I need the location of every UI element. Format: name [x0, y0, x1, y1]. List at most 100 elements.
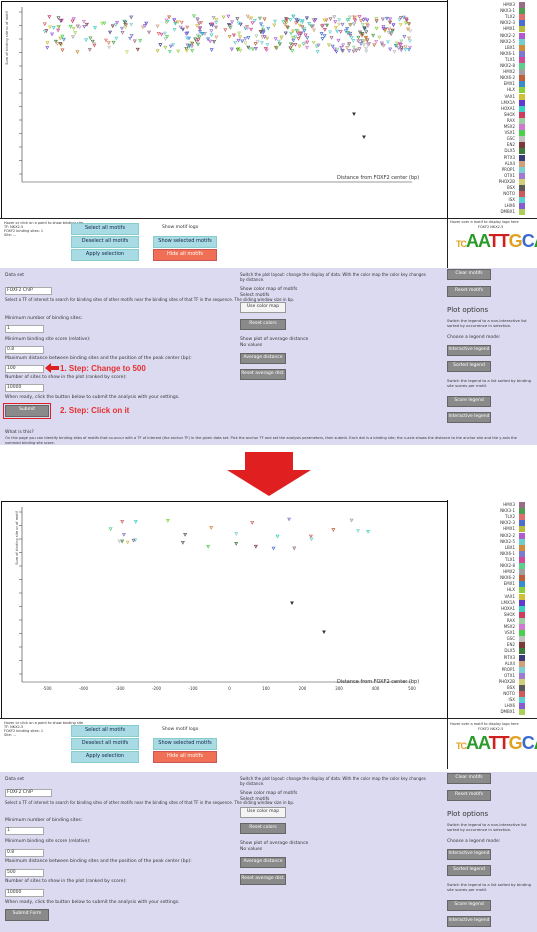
top-data-point[interactable]: [328, 30, 333, 35]
top-data-point[interactable]: [273, 45, 278, 50]
top-data-point[interactable]: [230, 20, 235, 25]
bottom-data-point[interactable]: [234, 542, 239, 546]
top-legend-item[interactable]: NKX2-3: [448, 20, 537, 27]
top-data-point[interactable]: [172, 18, 177, 23]
top-data-point[interactable]: [315, 50, 320, 54]
top-data-point[interactable]: [254, 34, 259, 39]
top-data-point[interactable]: [402, 35, 407, 39]
top-data-point[interactable]: [341, 43, 346, 48]
top-data-point[interactable]: [129, 33, 134, 38]
top-legend-item[interactable]: PHOX2B: [448, 178, 537, 186]
top-data-point[interactable]: [209, 29, 214, 34]
show-selected-motifs-button[interactable]: Show selected motifs: [153, 236, 217, 248]
top-data-point[interactable]: [159, 32, 164, 37]
top-data-point[interactable]: [70, 35, 75, 40]
top-data-point[interactable]: [359, 19, 364, 24]
top-data-point[interactable]: [290, 49, 295, 53]
top-data-point[interactable]: [59, 18, 64, 23]
top-data-point[interactable]: [371, 33, 376, 38]
average-distance-button-2[interactable]: Average distance: [240, 857, 286, 868]
top-data-point[interactable]: [237, 31, 242, 36]
top-data-point[interactable]: [303, 33, 308, 38]
bottom-legend-item[interactable]: HMX2: [448, 569, 537, 576]
deselect-all-motifs-button-2[interactable]: Deselect all motifs: [71, 738, 139, 750]
bottom-data-point[interactable]: [271, 546, 276, 551]
top-data-point[interactable]: [297, 34, 302, 38]
hide-all-motifs-button[interactable]: Hide all motifs: [153, 249, 217, 261]
top-data-point[interactable]: [196, 38, 201, 42]
top-data-point[interactable]: [71, 26, 76, 31]
top-data-point[interactable]: [324, 23, 329, 28]
bottom-legend-item[interactable]: EN2: [448, 642, 537, 649]
top-data-point[interactable]: [398, 23, 403, 27]
top-data-point[interactable]: [92, 43, 97, 48]
top-data-point[interactable]: [352, 112, 356, 117]
top-data-point[interactable]: [357, 47, 362, 52]
top-data-point[interactable]: [249, 16, 254, 21]
bottom-data-point[interactable]: [234, 532, 239, 536]
top-data-point[interactable]: [260, 25, 265, 29]
top-data-point[interactable]: [176, 20, 181, 25]
top-data-point[interactable]: [336, 22, 341, 27]
top-data-point[interactable]: [245, 25, 250, 29]
top-data-point[interactable]: [226, 14, 231, 19]
top-data-point[interactable]: [367, 42, 372, 46]
top-legend-item[interactable]: NKX2-5: [448, 38, 537, 46]
top-data-point[interactable]: [228, 25, 233, 29]
top-data-point[interactable]: [236, 38, 241, 43]
top-data-point[interactable]: [388, 17, 393, 22]
top-data-point[interactable]: [233, 41, 238, 45]
top-data-point[interactable]: [333, 20, 338, 24]
top-legend-item[interactable]: NKX6-2: [448, 75, 537, 82]
top-data-point[interactable]: [73, 31, 78, 35]
top-data-point[interactable]: [396, 46, 401, 51]
top-legend-item[interactable]: DLX5: [448, 148, 537, 155]
top-data-point[interactable]: [53, 39, 58, 44]
top-data-point[interactable]: [221, 15, 226, 20]
top-data-point[interactable]: [290, 43, 295, 47]
bottom-data-point[interactable]: [117, 539, 122, 544]
top-data-point[interactable]: [380, 17, 385, 22]
top-data-point[interactable]: [252, 18, 257, 23]
top-legend-item[interactable]: LBX1: [448, 44, 537, 52]
top-data-point[interactable]: [365, 38, 370, 43]
min-score-input[interactable]: 0.8: [5, 346, 44, 354]
select-all-motifs-button-2[interactable]: Select all motifs: [71, 725, 139, 737]
top-data-point[interactable]: [365, 22, 370, 27]
top-data-point[interactable]: [291, 36, 296, 40]
top-data-point[interactable]: [176, 49, 181, 54]
top-data-point[interactable]: [384, 16, 389, 21]
top-data-point[interactable]: [274, 46, 279, 51]
top-data-point[interactable]: [173, 21, 178, 26]
top-data-point[interactable]: [184, 47, 189, 51]
top-data-point[interactable]: [372, 43, 377, 48]
top-data-point[interactable]: [302, 27, 307, 31]
top-data-point[interactable]: [163, 45, 168, 50]
bottom-data-point[interactable]: [322, 630, 326, 635]
bottom-data-point[interactable]: [206, 544, 211, 549]
top-data-point[interactable]: [88, 36, 93, 41]
top-data-point[interactable]: [403, 47, 408, 52]
top-data-point[interactable]: [245, 26, 250, 31]
top-data-point[interactable]: [229, 47, 234, 52]
top-data-point[interactable]: [70, 19, 75, 24]
clear-motifs-button-2[interactable]: Clear motifs: [447, 773, 491, 784]
top-data-point[interactable]: [84, 22, 89, 27]
bottom-data-point[interactable]: [250, 521, 255, 525]
bottom-data-point[interactable]: [292, 546, 297, 551]
top-data-point[interactable]: [231, 33, 236, 38]
top-data-point[interactable]: [364, 30, 369, 35]
top-data-point[interactable]: [288, 42, 293, 47]
top-data-point[interactable]: [285, 25, 290, 30]
top-legend-item[interactable]: NKX3-1: [448, 8, 537, 15]
top-data-point[interactable]: [114, 36, 119, 41]
top-data-point[interactable]: [393, 44, 398, 48]
top-legend-item[interactable]: VSX1: [448, 130, 537, 137]
top-data-point[interactable]: [347, 41, 352, 46]
top-data-point[interactable]: [285, 17, 290, 22]
top-data-point[interactable]: [194, 39, 199, 44]
reset-motifs-button[interactable]: Reset motifs: [447, 286, 491, 297]
top-data-point[interactable]: [279, 35, 284, 40]
top-data-point[interactable]: [353, 47, 358, 52]
top-data-point[interactable]: [345, 46, 350, 50]
